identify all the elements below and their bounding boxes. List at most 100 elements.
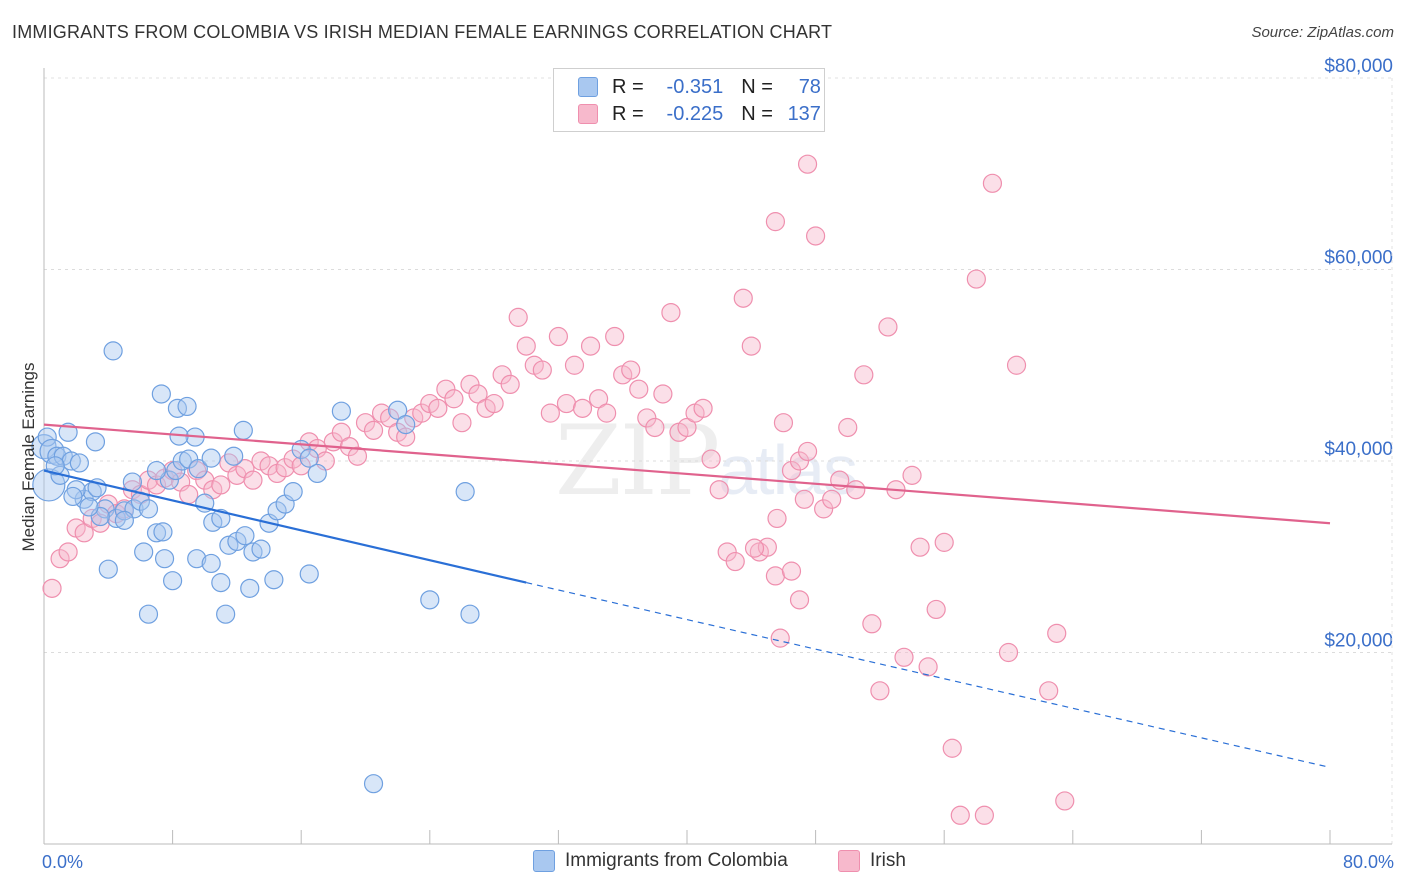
point-irish	[428, 398, 448, 418]
point-irish	[765, 212, 786, 232]
point-irish	[540, 403, 560, 423]
point-colombia	[98, 559, 118, 579]
legend-r-label: R =	[612, 75, 644, 98]
point-irish	[211, 475, 231, 495]
point-irish	[918, 657, 938, 677]
point-colombia	[63, 486, 83, 507]
point-irish	[548, 326, 569, 347]
legend-swatch-colombia	[533, 850, 555, 872]
point-irish	[854, 365, 874, 385]
x-tick-label-max: 80.0%	[1342, 852, 1394, 872]
point-irish	[781, 561, 802, 581]
point-irish	[797, 441, 818, 462]
point-irish	[693, 398, 713, 418]
watermark-main: ZIP	[555, 405, 720, 517]
point-irish	[564, 355, 585, 375]
point-irish	[741, 336, 761, 356]
point-irish	[805, 226, 826, 246]
point-irish	[942, 738, 962, 758]
legend-item-colombia: Immigrants from Colombia	[533, 850, 788, 872]
legend-n-label: N =	[741, 102, 773, 125]
point-irish	[950, 805, 970, 825]
point-irish	[998, 642, 1019, 663]
point-irish	[572, 398, 593, 418]
point-irish	[532, 360, 552, 380]
point-colombia	[31, 434, 57, 460]
chart-title: IMMIGRANTS FROM COLOMBIA VS IRISH MEDIAN…	[12, 22, 833, 42]
point-irish	[436, 379, 456, 399]
point-irish	[974, 805, 994, 825]
point-irish	[797, 154, 818, 174]
y-tick-label: $20,000	[1324, 631, 1393, 652]
point-colombia	[138, 604, 159, 624]
point-irish	[259, 456, 279, 476]
point-irish	[243, 470, 263, 490]
point-colombia	[45, 456, 65, 476]
y-axis-title: Median Female Earnings	[19, 362, 38, 552]
point-irish	[717, 542, 737, 562]
y-tick-label: $40,000	[1324, 439, 1393, 460]
point-irish	[605, 326, 625, 347]
point-colombia	[216, 604, 236, 624]
legend-n-value: 78	[798, 75, 821, 98]
point-colombia	[201, 448, 221, 468]
point-irish	[1055, 791, 1075, 811]
point-irish	[621, 360, 641, 380]
point-irish	[363, 420, 384, 440]
point-irish	[291, 456, 311, 476]
trendline-irish	[43, 423, 1331, 525]
y-tick-label: $80,000	[1324, 56, 1393, 77]
point-irish	[709, 480, 729, 500]
point-colombia	[211, 573, 231, 593]
point-irish	[701, 449, 721, 469]
point-colombia	[47, 446, 67, 466]
point-colombia	[138, 499, 159, 519]
point-irish	[926, 599, 946, 620]
point-irish	[74, 523, 94, 543]
legend-swatch-irish	[838, 850, 860, 872]
point-irish	[862, 614, 882, 634]
point-irish	[744, 538, 765, 558]
point-irish	[894, 647, 914, 667]
point-irish	[982, 173, 1003, 193]
trendline-colombia	[43, 469, 527, 584]
y-tick-label: $60,000	[1324, 248, 1393, 269]
legend-label-colombia: Immigrants from Colombia	[565, 850, 788, 871]
point-irish	[645, 417, 665, 438]
point-irish	[516, 336, 536, 356]
point-colombia	[251, 539, 271, 559]
point-colombia	[201, 553, 221, 574]
x-tick-label-min: 0.0%	[42, 852, 84, 872]
point-irish	[902, 465, 922, 485]
legend-row-irish: R = -0.225 N = 137	[578, 101, 821, 127]
point-irish	[1047, 623, 1067, 643]
trendline-colombia-extrapolated	[526, 582, 1331, 768]
series-legend: Immigrants from Colombia Irish	[0, 850, 1406, 880]
point-colombia	[211, 508, 231, 529]
point-colombia	[331, 401, 351, 421]
watermark: ZIPatlas	[555, 405, 858, 517]
point-colombia	[69, 453, 89, 473]
point-colombia	[151, 384, 171, 404]
legend-n-label: N =	[741, 75, 773, 98]
point-irish	[460, 374, 480, 394]
point-irish	[500, 374, 520, 394]
point-irish	[1039, 681, 1059, 701]
watermark-sub: atlas	[718, 431, 858, 509]
point-colombia	[37, 427, 57, 447]
legend-swatch-colombia	[578, 77, 598, 97]
point-colombia	[455, 482, 475, 502]
point-irish	[733, 288, 753, 308]
legend-row-colombia: R = -0.351 N = 78	[578, 74, 821, 100]
point-irish	[283, 449, 303, 469]
point-irish	[789, 451, 810, 471]
point-irish	[580, 336, 601, 356]
point-colombia	[233, 420, 253, 440]
point-irish	[637, 408, 657, 428]
point-irish	[814, 499, 834, 519]
point-irish	[838, 417, 858, 438]
point-irish	[1006, 355, 1027, 375]
point-irish	[597, 403, 617, 423]
point-irish	[347, 446, 368, 466]
